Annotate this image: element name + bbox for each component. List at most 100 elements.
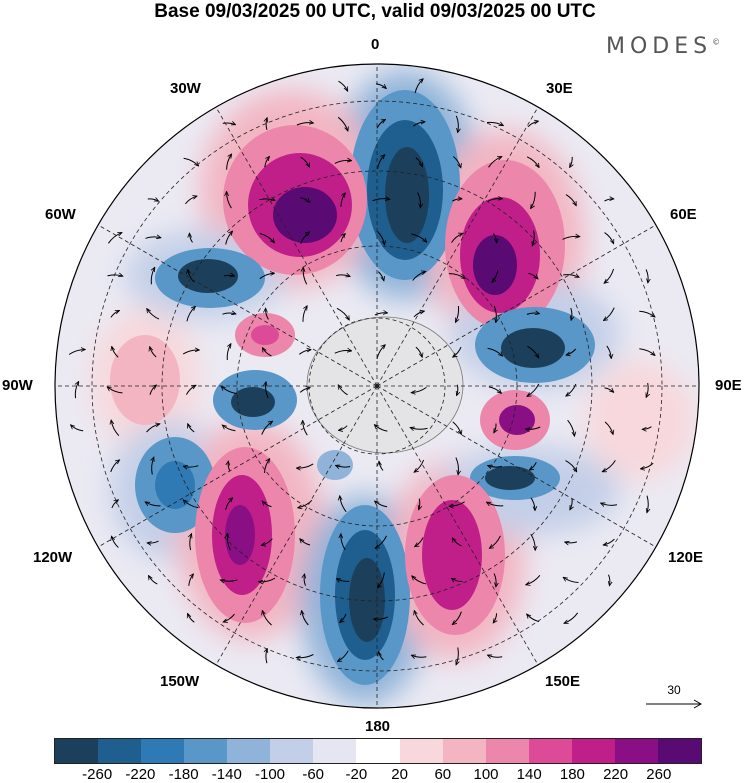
colorbar-tick-label: -180	[168, 766, 199, 783]
wind-arrow	[377, 155, 385, 170]
wind-arrow	[376, 120, 385, 129]
wind-arrow	[563, 275, 579, 278]
wind-arrow	[452, 579, 463, 582]
wind-arrow	[604, 307, 615, 321]
wind-arrow	[532, 230, 534, 246]
meridian-line	[376, 106, 539, 387]
core-60w-b	[178, 259, 238, 293]
colorbar-tick-label: -20	[345, 766, 368, 783]
core-60e-b	[501, 328, 565, 368]
colorbar-tick-label: 140	[516, 766, 542, 783]
wind-arrow	[411, 233, 427, 242]
lon-label-150w: 150W	[160, 673, 200, 690]
meridian-line	[97, 224, 378, 387]
wind-arrow	[224, 613, 235, 622]
wind-arrow	[604, 538, 615, 545]
wind-arrow	[564, 612, 579, 623]
core-0-c	[385, 147, 429, 243]
wind-arrow	[300, 197, 309, 202]
colorbar-tick-label: -140	[211, 766, 242, 783]
wind-arrow	[147, 199, 158, 201]
lon-label-60w: 60W	[45, 206, 76, 223]
wind-arrow	[146, 424, 160, 433]
wind-arrow	[149, 576, 158, 585]
wind-arrow	[456, 647, 458, 665]
wind-arrow	[486, 122, 503, 125]
wind-arrow	[147, 309, 160, 320]
wind-arrow	[266, 118, 267, 131]
colorbar-segment	[571, 739, 615, 763]
colorbar-segment	[55, 739, 99, 763]
wind-arrow	[375, 425, 388, 432]
wind-arrow	[149, 385, 156, 395]
wind-arrow	[297, 654, 314, 658]
wind-arrow	[340, 234, 345, 243]
wind-arrow	[604, 199, 614, 202]
wind-arrow	[223, 425, 236, 432]
wind-arrow	[452, 199, 461, 202]
brand-name: MODES	[606, 34, 713, 59]
wind-arrow	[221, 386, 237, 395]
core-150e-b	[422, 500, 482, 610]
wind-arrow	[452, 156, 460, 168]
wind-arrow	[414, 459, 425, 472]
wind-arrow	[111, 500, 118, 509]
wind-arrow	[566, 383, 577, 396]
meridian-line	[97, 385, 378, 548]
wind-arrow	[266, 309, 269, 320]
lon-label-30w: 30W	[170, 80, 201, 97]
wind-arrow	[453, 611, 462, 625]
wind-arrow	[413, 311, 424, 318]
wind-arrow	[303, 268, 308, 285]
wind-arrow	[298, 350, 310, 355]
wind-arrow	[338, 80, 348, 91]
wind-arrow	[264, 459, 270, 474]
wind-arrow	[227, 192, 232, 209]
wind-arrow	[336, 466, 351, 468]
lon-label-0: 0	[371, 36, 380, 53]
lon-label-120e: 120E	[668, 549, 704, 566]
wind-arrow	[488, 386, 501, 393]
wind-arrow	[110, 311, 119, 318]
wind-arrow	[222, 313, 236, 314]
wind-arrow	[565, 542, 578, 543]
wind-arrow	[223, 275, 234, 276]
wind-arrow	[603, 460, 616, 471]
wind-arrow	[527, 345, 538, 357]
wind-arrow	[151, 268, 154, 285]
wind-arrow	[334, 350, 351, 354]
wind-arrow	[452, 421, 461, 434]
wind-arrow	[415, 537, 424, 547]
wind-arrow	[185, 196, 196, 205]
meridian-line	[376, 385, 657, 548]
meridian-line	[215, 106, 378, 387]
wind-arrow	[641, 462, 654, 469]
wind-arrow	[456, 305, 459, 322]
wind-arrow	[601, 503, 618, 505]
colorbar-segment	[98, 739, 142, 763]
wind-arrow	[225, 232, 233, 245]
lon-label-90w: 90W	[2, 377, 33, 394]
lon-label-60e: 60E	[670, 206, 697, 223]
wind-arrow	[639, 348, 654, 355]
lon-label-150e: 150E	[545, 673, 581, 690]
colorbar-tick-label: 180	[559, 766, 585, 783]
meridians	[55, 64, 699, 708]
wind-arrow	[302, 611, 309, 626]
wind-arrow	[493, 573, 496, 587]
wind-arrow	[567, 419, 575, 436]
wind-arrow	[414, 79, 423, 94]
colorbar-tick-label: -60	[302, 766, 325, 783]
wind-arrow	[296, 123, 313, 126]
wind-arrow	[570, 498, 572, 510]
colorbar-segment	[227, 739, 271, 763]
wind-arrow	[449, 501, 465, 506]
wind-arrow	[488, 655, 503, 657]
wind-arrow	[188, 424, 195, 433]
copyright-mark: ©	[712, 37, 721, 47]
wind-arrow	[341, 534, 346, 551]
core-small-blue	[317, 450, 353, 480]
wind-arrow	[71, 425, 84, 432]
wind-arrow	[566, 348, 577, 355]
wind-arrow	[298, 499, 313, 507]
